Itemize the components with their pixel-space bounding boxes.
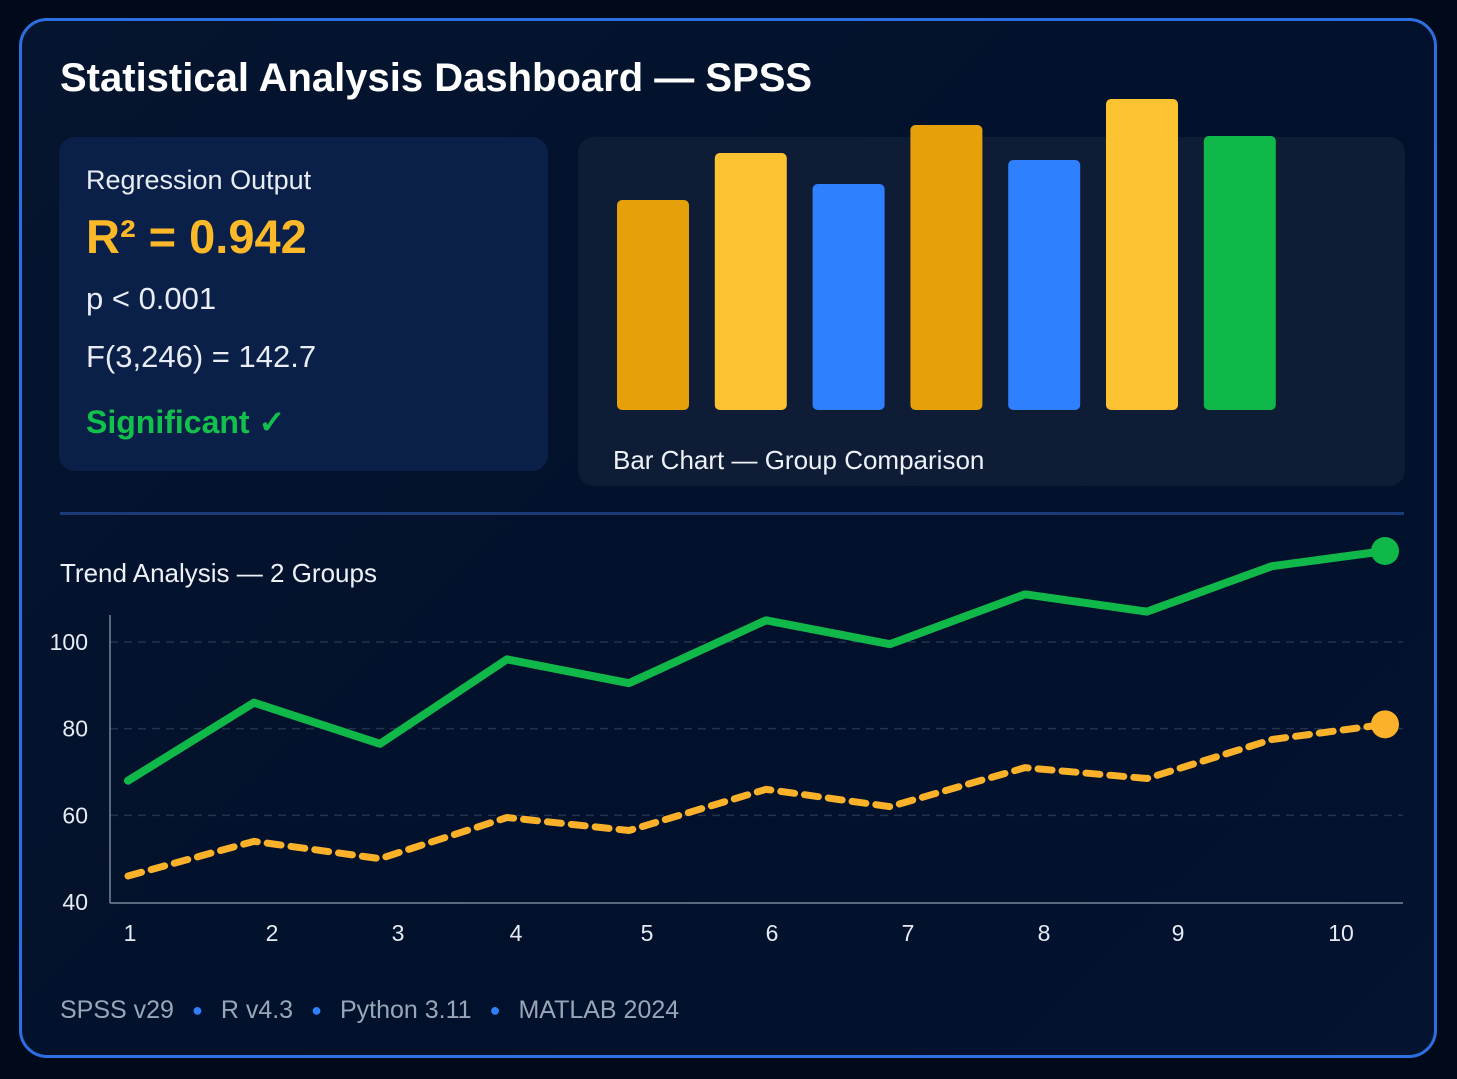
section-divider [60, 512, 1404, 515]
regression-panel: Regression Output R² = 0.942 p < 0.001 F… [59, 137, 548, 471]
series-line-2 [124, 720, 1389, 880]
series-end-marker [1371, 710, 1399, 739]
footer-item: Python 3.11 [339, 996, 472, 1024]
r-squared-value: R² = 0.942 [86, 210, 307, 263]
x-tick-label: 3 [392, 920, 405, 946]
bar [812, 184, 885, 410]
footer-item: R v4.3 [220, 996, 294, 1024]
series-end-marker [1371, 537, 1399, 565]
y-tick-label: 40 [62, 889, 88, 915]
y-tick-label: 60 [62, 802, 88, 828]
separator-dot: ● [311, 1000, 322, 1020]
x-tick-label: 2 [266, 920, 279, 946]
series-line-1 [124, 547, 1389, 785]
y-tick-label: 100 [50, 629, 88, 655]
bar-chart-title: Bar Chart — Group Comparison [613, 445, 985, 475]
bar [714, 153, 787, 410]
y-tick-label: 80 [62, 716, 88, 742]
x-tick-label: 1 [124, 920, 137, 946]
x-tick-label: 9 [1172, 920, 1185, 946]
x-tick-label: 5 [641, 920, 654, 946]
bar [1203, 136, 1276, 410]
bar [910, 125, 983, 410]
x-tick-label: 6 [766, 920, 779, 946]
x-tick-label: 8 [1038, 920, 1051, 946]
f-statistic: F(3,246) = 142.7 [86, 339, 317, 374]
separator-dot: ● [191, 1000, 203, 1020]
x-tick-label: 7 [902, 920, 915, 946]
bar [1106, 99, 1178, 410]
trend-chart-title: Trend Analysis — 2 Groups [60, 558, 377, 588]
footer-item: MATLAB 2024 [518, 996, 680, 1024]
footer-item: SPSS v29 [60, 996, 174, 1024]
p-value: p < 0.001 [86, 281, 217, 316]
x-tick-label: 10 [1328, 920, 1354, 946]
separator-dot: ● [489, 1000, 501, 1020]
significance-status: Significant ✓ [86, 404, 286, 440]
x-tick-label: 4 [510, 920, 523, 946]
regression-label: Regression Output [86, 165, 312, 195]
bar [617, 200, 689, 410]
page-title: Statistical Analysis Dashboard — SPSS [60, 56, 813, 100]
footer-versions: SPSS v29 ● R v4.3 ● Python 3.11 ● MATLAB… [60, 996, 679, 1025]
bar [1008, 160, 1081, 410]
